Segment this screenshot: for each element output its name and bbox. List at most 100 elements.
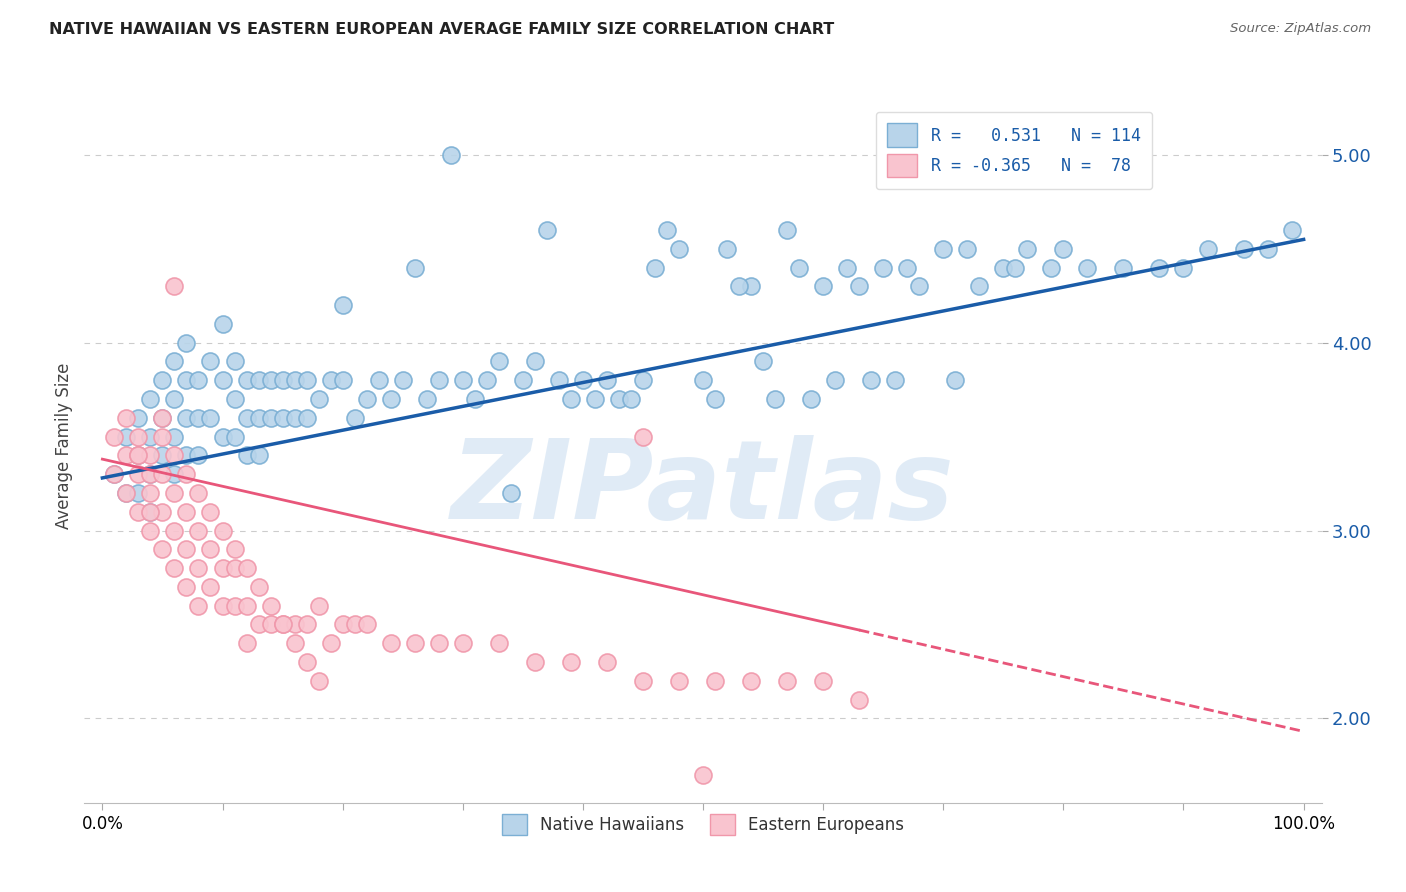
Point: [127, 410, 149, 425]
Point: [811, 279, 834, 293]
Point: [295, 617, 318, 632]
Point: [1052, 242, 1074, 256]
Point: [848, 279, 870, 293]
Point: [596, 655, 619, 669]
Point: [139, 505, 162, 519]
Point: [115, 429, 138, 443]
Point: [235, 561, 257, 575]
Point: [187, 524, 209, 538]
Point: [152, 467, 174, 482]
Point: [187, 599, 209, 613]
Point: [356, 617, 378, 632]
Point: [1149, 260, 1171, 275]
Point: [200, 354, 222, 368]
Point: [969, 279, 991, 293]
Point: [943, 373, 966, 387]
Point: [427, 373, 450, 387]
Point: [224, 392, 246, 406]
Point: [872, 260, 894, 275]
Legend: Native Hawaiians, Eastern Europeans: Native Hawaiians, Eastern Europeans: [489, 801, 917, 848]
Point: [224, 354, 246, 368]
Point: [631, 373, 654, 387]
Point: [704, 673, 727, 688]
Point: [776, 673, 799, 688]
Point: [163, 354, 186, 368]
Point: [127, 449, 149, 463]
Point: [235, 636, 257, 650]
Point: [187, 373, 209, 387]
Point: [163, 429, 186, 443]
Point: [752, 354, 775, 368]
Point: [176, 505, 198, 519]
Point: [284, 373, 307, 387]
Point: [295, 373, 318, 387]
Point: [475, 373, 498, 387]
Point: [235, 449, 257, 463]
Point: [332, 298, 354, 312]
Point: [1112, 260, 1135, 275]
Point: [247, 580, 270, 594]
Point: [176, 373, 198, 387]
Point: [224, 542, 246, 557]
Point: [896, 260, 918, 275]
Point: [440, 148, 463, 162]
Point: [655, 223, 678, 237]
Point: [271, 617, 294, 632]
Point: [512, 373, 534, 387]
Text: NATIVE HAWAIIAN VS EASTERN EUROPEAN AVERAGE FAMILY SIZE CORRELATION CHART: NATIVE HAWAIIAN VS EASTERN EUROPEAN AVER…: [49, 22, 834, 37]
Point: [1004, 260, 1026, 275]
Point: [163, 449, 186, 463]
Point: [187, 486, 209, 500]
Point: [152, 429, 174, 443]
Point: [367, 373, 389, 387]
Point: [1257, 242, 1279, 256]
Point: [295, 655, 318, 669]
Point: [536, 223, 558, 237]
Y-axis label: Average Family Size: Average Family Size: [55, 363, 73, 529]
Point: [464, 392, 486, 406]
Point: [1281, 223, 1303, 237]
Point: [224, 599, 246, 613]
Point: [152, 410, 174, 425]
Point: [127, 429, 149, 443]
Point: [932, 242, 955, 256]
Point: [380, 636, 402, 650]
Point: [200, 542, 222, 557]
Point: [728, 279, 751, 293]
Point: [343, 410, 366, 425]
Point: [200, 580, 222, 594]
Point: [176, 580, 198, 594]
Point: [811, 673, 834, 688]
Point: [200, 410, 222, 425]
Point: [152, 373, 174, 387]
Point: [259, 617, 281, 632]
Point: [356, 392, 378, 406]
Point: [499, 486, 522, 500]
Point: [776, 223, 799, 237]
Point: [692, 373, 714, 387]
Point: [451, 636, 474, 650]
Point: [740, 673, 762, 688]
Point: [103, 467, 125, 482]
Point: [176, 335, 198, 350]
Point: [176, 410, 198, 425]
Point: [127, 449, 149, 463]
Point: [631, 673, 654, 688]
Point: [860, 373, 883, 387]
Point: [523, 655, 546, 669]
Point: [607, 392, 630, 406]
Point: [824, 373, 846, 387]
Point: [163, 524, 186, 538]
Point: [427, 636, 450, 650]
Point: [1040, 260, 1063, 275]
Point: [488, 354, 510, 368]
Point: [837, 260, 859, 275]
Point: [103, 467, 125, 482]
Point: [211, 599, 233, 613]
Point: [259, 410, 281, 425]
Point: [176, 542, 198, 557]
Point: [319, 636, 342, 650]
Point: [127, 486, 149, 500]
Point: [547, 373, 569, 387]
Point: [211, 561, 233, 575]
